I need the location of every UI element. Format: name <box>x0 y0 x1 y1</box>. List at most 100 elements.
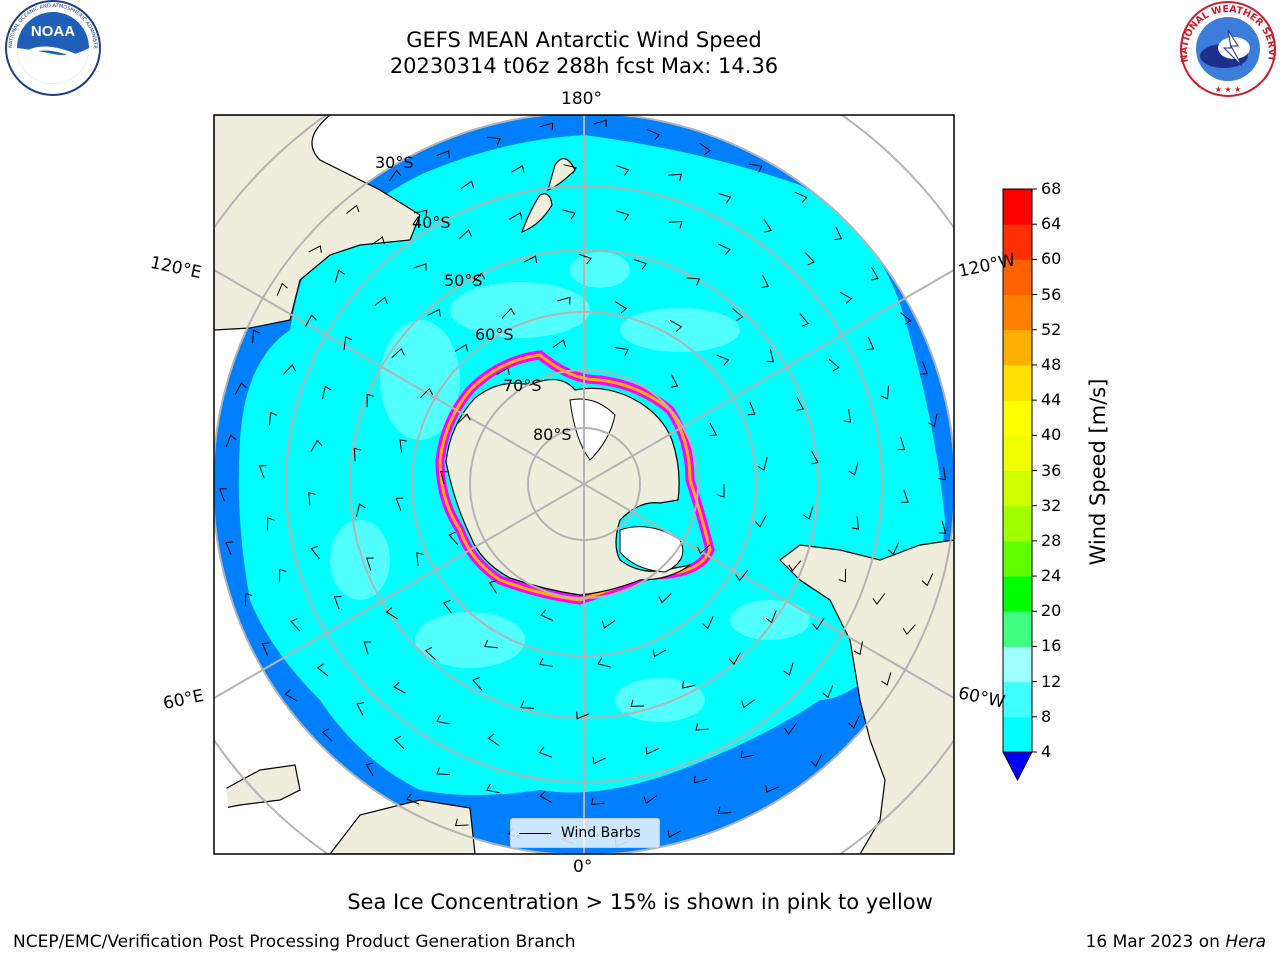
wind-barb <box>709 423 718 437</box>
wind-barb <box>225 541 233 555</box>
wind-barb <box>576 711 590 720</box>
map-legend: Wind Barbs <box>510 818 660 848</box>
wind-barb <box>487 136 501 146</box>
wind-barb <box>284 689 297 702</box>
credit-host: Hera <box>1225 932 1266 952</box>
colorbar-tick-label: 52 <box>1041 319 1062 339</box>
wind-barb <box>436 767 451 776</box>
lat-label-60s: 60°S <box>475 325 514 344</box>
wind-barb <box>765 610 777 624</box>
colorbar-segment <box>1003 646 1032 683</box>
colorbar-tick-label: 40 <box>1041 425 1062 445</box>
lat-label-70s: 70°S <box>503 376 542 395</box>
wind-barb <box>316 663 329 677</box>
wind-barb <box>413 209 428 218</box>
wind-barb <box>717 806 732 815</box>
wind-barb <box>669 319 683 332</box>
svg-text:★ ★ ★: ★ ★ ★ <box>1215 85 1242 94</box>
colorbar-segment <box>1003 576 1032 612</box>
colorbar-segment <box>1003 364 1032 401</box>
colorbar-tick-label: 8 <box>1041 706 1052 726</box>
wind-barb <box>601 620 616 629</box>
wind-barb <box>928 413 938 427</box>
wind-barb <box>803 506 814 520</box>
wind-barb <box>501 307 515 319</box>
credit-date: 16 Mar 2023 on <box>1085 932 1226 952</box>
wind-barb <box>436 150 450 158</box>
wind-barb <box>686 277 701 286</box>
wind-barb <box>699 142 711 156</box>
wind-barbs <box>219 119 947 848</box>
wind-barb <box>871 267 879 281</box>
wind-barb <box>355 503 366 518</box>
wind-barb <box>834 226 843 240</box>
colorbar-tick-label: 36 <box>1041 460 1062 480</box>
wind-barb <box>333 596 342 610</box>
wind-barb <box>395 497 404 511</box>
wind-barb <box>866 336 875 351</box>
lon-label-180: 180° <box>561 89 602 109</box>
wind-barb <box>647 129 661 141</box>
wind-barb <box>252 329 260 344</box>
wind-barb <box>668 173 682 182</box>
colorbar-tick-label: 24 <box>1041 566 1062 586</box>
wind-barb <box>763 219 773 233</box>
colorbar-tick-label: 48 <box>1041 354 1062 374</box>
wind-barb <box>363 641 372 655</box>
wind-barb <box>741 699 755 709</box>
colorbar <box>1002 188 1037 782</box>
wind-barb <box>321 385 332 400</box>
lat-label-50s: 50°S <box>444 271 483 290</box>
colorbar-segment <box>1003 716 1032 753</box>
wind-barb <box>486 783 500 794</box>
wind-barb <box>616 210 630 221</box>
wind-barb <box>938 520 947 534</box>
wind-barb <box>597 657 611 668</box>
wind-barb <box>900 312 912 325</box>
wind-barb <box>784 723 797 735</box>
wind-barb <box>872 593 886 605</box>
map-frame <box>213 114 955 855</box>
chart-title: GEFS MEAN Antarctic Wind Speed <box>406 28 762 52</box>
wind-barb <box>424 646 436 660</box>
wind-barb <box>702 616 714 630</box>
wind-barb <box>385 607 398 620</box>
wind-barb <box>457 413 471 424</box>
wind-barb <box>732 308 744 321</box>
wind-barb <box>356 702 364 716</box>
wind-barb <box>334 269 345 283</box>
wind-barb <box>290 618 301 632</box>
wind-barb <box>393 681 406 694</box>
wind-barb <box>563 164 577 174</box>
colorbar-segment <box>1003 294 1032 331</box>
wind-barb <box>810 754 823 767</box>
wind-barb <box>839 291 853 304</box>
wind-barb <box>374 296 388 306</box>
wind-barb <box>590 797 605 806</box>
wind-barb <box>697 544 711 555</box>
wind-barb <box>472 272 486 284</box>
wind-barb <box>616 165 630 176</box>
lat-label-30s: 30°S <box>375 153 414 172</box>
wind-barb <box>552 339 566 348</box>
colorbar-title: Wind Speed [m/s] <box>1086 378 1110 566</box>
wind-barb <box>371 236 385 246</box>
wind-barb <box>828 358 840 372</box>
lat-label-80s: 80°S <box>533 425 572 444</box>
wind-barb <box>472 677 483 691</box>
wind-barb <box>788 560 802 572</box>
wind-barb <box>366 557 374 571</box>
wind-barb <box>419 387 434 399</box>
colorbar-segment <box>1003 224 1032 260</box>
lat-label-40s: 40°S <box>412 213 451 232</box>
noaa-logo-text: NOAA <box>31 23 75 40</box>
graticule <box>214 115 954 854</box>
wind-barb <box>615 347 629 357</box>
wind-barb <box>593 119 607 128</box>
wind-barb <box>652 649 667 658</box>
wind-barb <box>670 374 679 388</box>
colorbar-segment <box>1003 435 1032 471</box>
wind-barb <box>783 662 794 676</box>
legend-label: Wind Barbs <box>561 825 641 841</box>
wind-barb <box>225 434 237 448</box>
